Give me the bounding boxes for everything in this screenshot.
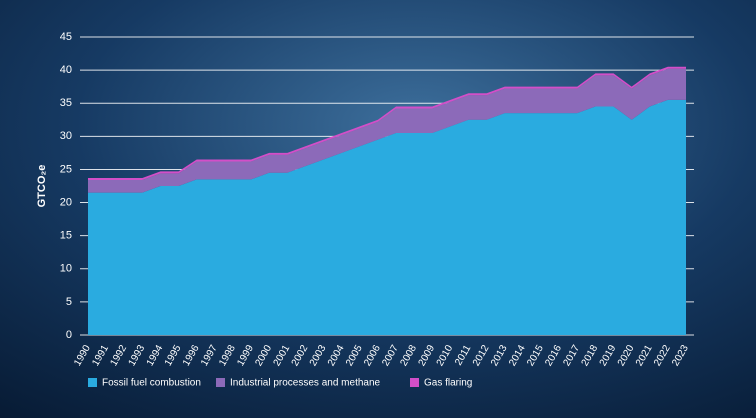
y-tick-label: 15 [60, 230, 72, 242]
area [88, 68, 686, 193]
y-tick-label: 45 [60, 31, 72, 43]
legend-swatch [216, 378, 225, 387]
legend-label: Gas flaring [424, 378, 472, 389]
y-tick-label: 30 [60, 130, 72, 142]
y-axis-label: GTCO₂e [36, 165, 48, 208]
legend-swatch [410, 378, 419, 387]
legend-label: Fossil fuel combustion [102, 378, 201, 389]
y-tick-label: 35 [60, 97, 72, 109]
y-tick-label: 25 [60, 163, 72, 175]
y-tick-label: 10 [60, 263, 72, 275]
y-tick-label: 40 [60, 64, 72, 76]
y-tick-label: 20 [60, 196, 72, 208]
y-tick-label: 0 [66, 329, 72, 341]
legend-swatch [88, 378, 97, 387]
legend-label: Industrial processes and methane [230, 378, 381, 389]
area [88, 99, 686, 336]
y-tick-label: 5 [66, 296, 72, 308]
